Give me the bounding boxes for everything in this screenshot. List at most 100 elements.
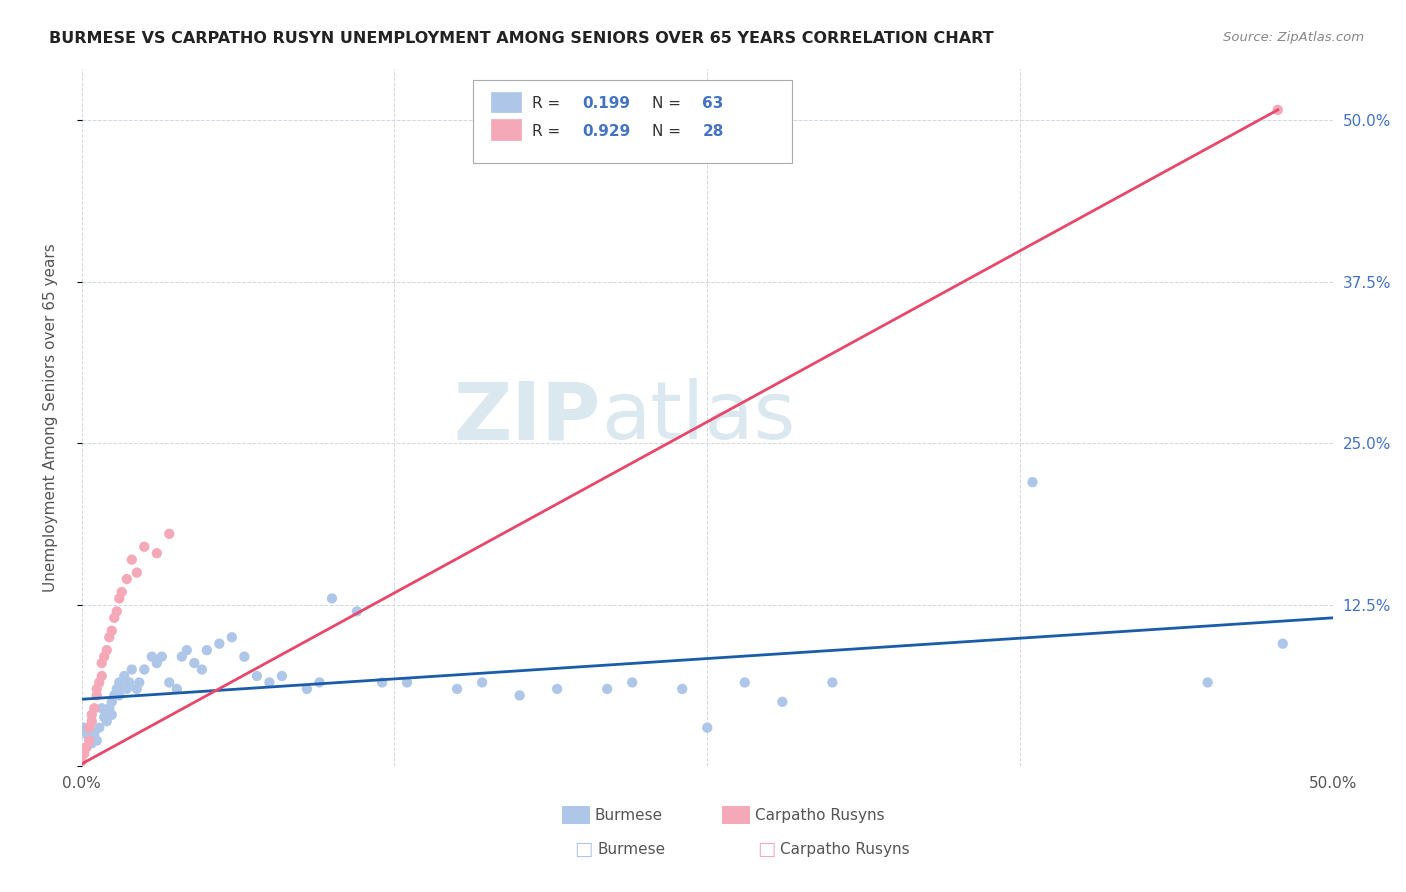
Point xyxy=(233,649,256,664)
Point xyxy=(70,754,93,768)
Point xyxy=(546,681,568,696)
Point xyxy=(259,675,281,690)
Point xyxy=(90,656,112,670)
Point xyxy=(89,675,111,690)
Point xyxy=(96,714,118,729)
Point xyxy=(105,604,128,618)
Point xyxy=(308,675,330,690)
Point xyxy=(446,681,468,696)
Point xyxy=(1021,475,1043,489)
Text: BURMESE VS CARPATHO RUSYN UNEMPLOYMENT AMONG SENIORS OVER 65 YEARS CORRELATION C: BURMESE VS CARPATHO RUSYN UNEMPLOYMENT A… xyxy=(49,31,994,46)
Point xyxy=(191,663,214,677)
Point xyxy=(80,736,103,750)
Point xyxy=(166,681,188,696)
Point xyxy=(125,681,148,696)
Point xyxy=(77,733,100,747)
Text: N =: N = xyxy=(652,96,686,111)
Point xyxy=(346,604,368,618)
Y-axis label: Unemployment Among Seniors over 65 years: Unemployment Among Seniors over 65 years xyxy=(44,244,58,592)
Point xyxy=(157,675,180,690)
FancyBboxPatch shape xyxy=(562,805,589,824)
Point xyxy=(86,681,108,696)
Point xyxy=(93,710,115,724)
Point xyxy=(103,689,125,703)
Point xyxy=(98,701,121,715)
Text: Burmese: Burmese xyxy=(595,808,662,822)
Point xyxy=(83,701,105,715)
Point xyxy=(90,669,112,683)
FancyBboxPatch shape xyxy=(491,92,520,112)
Point xyxy=(141,649,163,664)
Point xyxy=(90,701,112,715)
Point xyxy=(146,656,169,670)
Point xyxy=(76,727,98,741)
Point xyxy=(115,572,138,586)
Point xyxy=(671,681,693,696)
FancyBboxPatch shape xyxy=(723,805,749,824)
Point xyxy=(118,675,141,690)
Point xyxy=(176,643,198,657)
Point xyxy=(270,669,292,683)
Point xyxy=(770,695,793,709)
Text: □: □ xyxy=(574,839,593,859)
Text: 0.929: 0.929 xyxy=(582,124,630,139)
Point xyxy=(89,721,111,735)
Text: R =: R = xyxy=(531,124,565,139)
FancyBboxPatch shape xyxy=(474,80,793,162)
Point xyxy=(77,731,100,745)
Point xyxy=(96,643,118,657)
Point xyxy=(100,624,122,638)
Point xyxy=(111,681,134,696)
Point xyxy=(96,707,118,722)
Text: atlas: atlas xyxy=(600,378,796,457)
Point xyxy=(83,727,105,741)
Point xyxy=(221,630,243,644)
Point xyxy=(1271,637,1294,651)
Point xyxy=(77,721,100,735)
Point xyxy=(734,675,756,690)
Point xyxy=(321,591,343,606)
Text: Carpatho Rusyns: Carpatho Rusyns xyxy=(755,808,884,822)
Point xyxy=(86,733,108,747)
Point xyxy=(121,552,143,566)
Point xyxy=(1197,675,1219,690)
Point xyxy=(821,675,844,690)
Point xyxy=(100,695,122,709)
Point xyxy=(108,591,131,606)
Point xyxy=(195,643,218,657)
Point xyxy=(134,663,156,677)
Point xyxy=(509,689,531,703)
Point xyxy=(105,681,128,696)
Point xyxy=(170,649,193,664)
Point xyxy=(93,649,115,664)
Text: 28: 28 xyxy=(702,124,724,139)
Point xyxy=(371,675,394,690)
Point xyxy=(471,675,494,690)
Point xyxy=(111,585,134,599)
Point xyxy=(150,649,173,664)
Point xyxy=(103,611,125,625)
Point xyxy=(157,526,180,541)
Point xyxy=(125,566,148,580)
Point xyxy=(98,630,121,644)
Text: Burmese: Burmese xyxy=(598,842,665,856)
Point xyxy=(121,663,143,677)
Point xyxy=(80,707,103,722)
Point xyxy=(112,669,135,683)
Point xyxy=(86,689,108,703)
Point xyxy=(146,546,169,560)
Point xyxy=(128,675,150,690)
Point xyxy=(246,669,269,683)
Point xyxy=(208,637,231,651)
Point xyxy=(73,721,96,735)
FancyBboxPatch shape xyxy=(491,120,520,140)
Point xyxy=(183,656,205,670)
Text: R =: R = xyxy=(531,96,565,111)
Point xyxy=(73,747,96,761)
Point xyxy=(108,675,131,690)
Text: 63: 63 xyxy=(702,96,724,111)
Text: Carpatho Rusyns: Carpatho Rusyns xyxy=(780,842,910,856)
Point xyxy=(395,675,418,690)
Text: 0.199: 0.199 xyxy=(582,96,630,111)
Point xyxy=(108,689,131,703)
